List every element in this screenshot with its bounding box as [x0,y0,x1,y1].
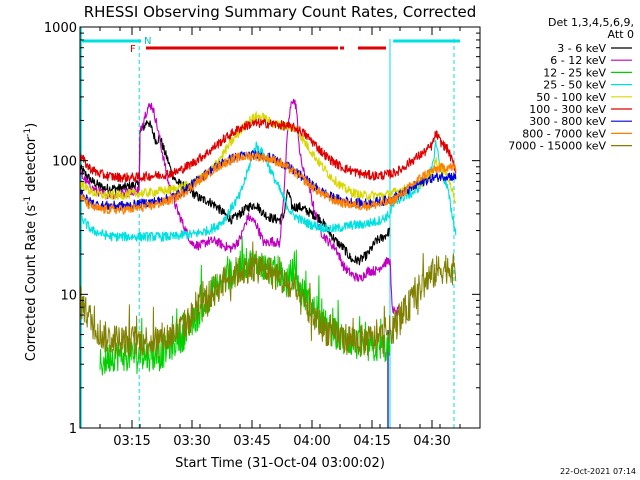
vertical-markers [80,27,455,428]
y-tick-label-1: 10 [60,288,77,303]
legend-header-line-2: Att 0 [608,28,634,41]
y-axis-label: Corrected Count Rate (s-1 detector-1) [23,123,39,361]
y-axis-label-end: ) [24,123,39,128]
x-tick-label-4: 04:15 [353,434,390,449]
x-tick-label-2: 03:45 [233,434,270,449]
series-line-1 [79,120,391,266]
legend-label-7: 300 - 800 keV [529,115,606,128]
axes: 03:15 03:30 03:45 04:00 04:15 04:30 1 10 100 1000 [44,21,481,449]
legend-label-5: 50 - 100 keV [536,91,606,104]
legend-label-1: 3 - 6 keV [557,42,606,55]
y-axis-label-sup-1: -1 [23,196,33,205]
y-axis-label-main: Corrected Count Rate (s [24,205,39,362]
flag-bars: FN [82,36,460,55]
y-tick-label-0: 1 [69,422,77,437]
series-layer [79,98,457,376]
legend-label-4: 25 - 50 keV [543,79,606,92]
x-tick-label-5: 04:30 [413,434,450,449]
legend-label-3: 12 - 25 keV [543,66,606,79]
y-tick-label-2: 100 [52,155,77,170]
legend-label-9: 7000 - 15000 keV [508,140,606,153]
series-line-9 [79,241,457,359]
series-line-6 [79,118,457,183]
timestamp: 22-Oct-2021 07:14 [560,467,636,476]
y-axis-label-sup-2: -1 [23,128,33,137]
series-line-8 [79,151,457,215]
y-tick-label-3: 1000 [44,21,77,36]
legend-header-line-1: Det 1,3,4,5,6,9, [548,16,634,29]
legend-label-2: 6 - 12 keV [550,54,606,67]
flare-flag-label: F [130,44,136,55]
x-tick-label-1: 03:30 [173,434,210,449]
legend-label-8: 800 - 7000 keV [522,127,606,140]
series-line-4 [79,139,457,242]
legend-label-6: 100 - 300 keV [529,103,606,116]
y-axis-label-mid: detector [24,136,39,196]
x-tick-label-3: 04:00 [293,434,330,449]
x-tick-label-0: 03:15 [113,434,150,449]
x-axis-label: Start Time (31-Oct-04 03:00:02) [175,456,385,471]
plot-frame [79,26,481,429]
series-line-5 [79,111,457,204]
chart-title: RHESSI Observing Summary Count Rates, Co… [84,3,477,21]
night-flag-label: N [144,36,151,47]
